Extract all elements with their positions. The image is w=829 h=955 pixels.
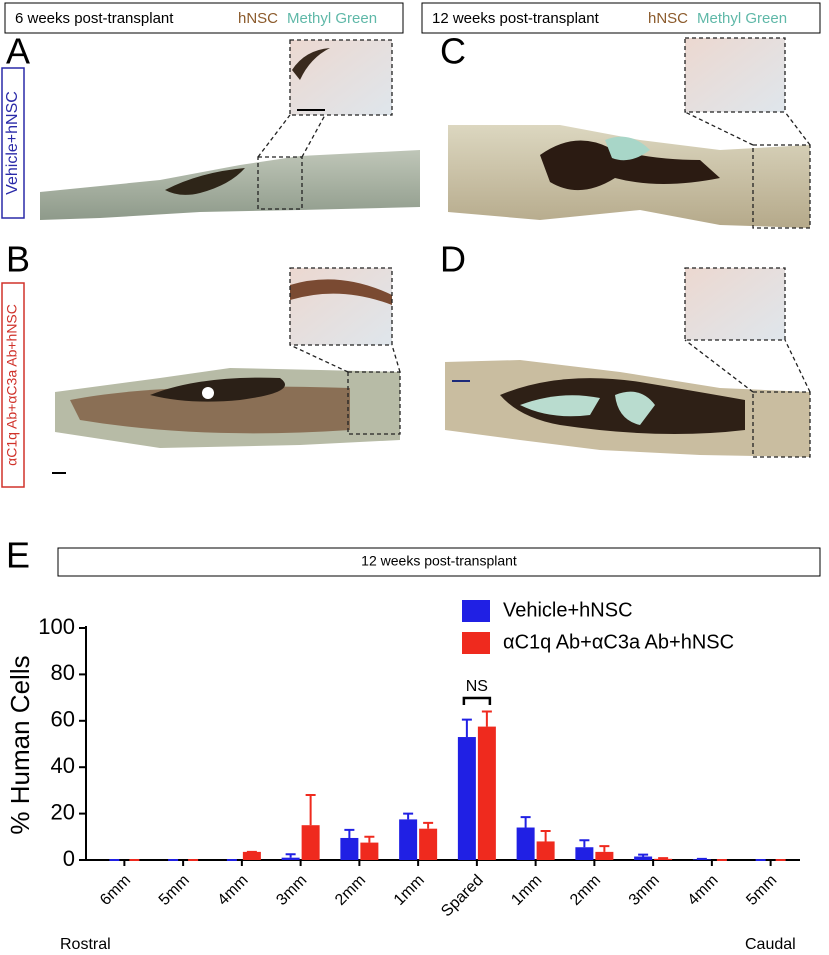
- bar: [419, 828, 438, 860]
- y-tick-label: 80: [51, 660, 75, 685]
- x-tick-label: 6mm: [97, 872, 134, 909]
- error-bar: [305, 794, 316, 826]
- x-tick-label: Spared: [438, 872, 487, 921]
- panel-letter: A: [6, 31, 30, 72]
- error-bar: [540, 830, 551, 842]
- bar: [360, 842, 379, 860]
- bar: [516, 827, 535, 860]
- legend-swatch: [462, 600, 490, 622]
- bar: [654, 858, 673, 860]
- header-box: [4, 2, 404, 34]
- y-axis-label: % Human Cells: [5, 655, 35, 834]
- annotation: NS: [466, 678, 488, 695]
- bar: [242, 851, 261, 860]
- stain-label: hNSC: [648, 10, 688, 27]
- header-text: 12 weeks post-transplant: [432, 10, 600, 27]
- error-bar: [599, 845, 610, 852]
- error-bar: [658, 857, 669, 860]
- header-text: 6 weeks post-transplant: [15, 10, 174, 27]
- bar: [281, 857, 300, 860]
- header-box: [421, 2, 821, 34]
- chart-title: 12 weeks post-transplant: [361, 553, 517, 569]
- x-tick-label: 5mm: [743, 872, 780, 909]
- x-tick-label: 2mm: [567, 872, 604, 909]
- y-tick-label: 100: [38, 614, 75, 639]
- error-bar: [461, 718, 472, 738]
- bar: [340, 837, 359, 860]
- stain-label: hNSC: [238, 10, 278, 27]
- chart-title-box: [57, 547, 821, 577]
- error-bar: [403, 812, 414, 820]
- bar: [399, 819, 418, 860]
- row-label-box: [1, 67, 25, 219]
- row-label-box: [1, 282, 25, 488]
- row-label: Vehicle+hNSC: [4, 91, 21, 195]
- error-bar: [344, 828, 355, 838]
- micrograph: [445, 267, 811, 458]
- micrograph: [52, 267, 401, 474]
- panel-letter: D: [440, 239, 466, 280]
- legend-swatch: [462, 632, 490, 654]
- y-tick-label: 20: [51, 799, 75, 824]
- bar: [595, 851, 614, 860]
- panel-letter: E: [6, 535, 30, 576]
- x-tick-label: 1mm: [391, 872, 428, 909]
- x-tick-label: 4mm: [685, 872, 722, 909]
- bar: [536, 841, 555, 860]
- x-tick-label: 2mm: [332, 872, 369, 909]
- bar: [575, 847, 594, 860]
- panel-letter: C: [440, 31, 466, 72]
- x-end-label: Caudal: [745, 936, 796, 953]
- y-tick-label: 0: [63, 846, 75, 871]
- significance-bracket: [462, 696, 492, 705]
- error-bar: [579, 839, 590, 848]
- x-tick-label: 3mm: [626, 872, 663, 909]
- error-bar: [520, 816, 531, 828]
- stain-label: Methyl Green: [697, 10, 787, 27]
- x-tick-label: 4mm: [215, 872, 252, 909]
- x-tick-label: 1mm: [508, 872, 545, 909]
- legend-label: αC1q Ab+αC3a Ab+hNSC: [503, 631, 734, 653]
- legend-label: Vehicle+hNSC: [503, 599, 633, 621]
- micrograph: [40, 39, 420, 220]
- x-tick-label: 5mm: [156, 872, 193, 909]
- y-tick-label: 60: [51, 707, 75, 732]
- bar: [457, 737, 476, 860]
- x-tick-label: 3mm: [273, 872, 310, 909]
- x-end-label: Rostral: [60, 936, 111, 953]
- error-bar: [285, 853, 296, 858]
- bar: [477, 726, 496, 860]
- bar: [634, 856, 653, 860]
- bar: [301, 825, 320, 860]
- error-bar: [638, 853, 649, 857]
- error-bar: [481, 710, 492, 727]
- stain-label: Methyl Green: [287, 10, 377, 27]
- panel-letter: B: [6, 239, 30, 280]
- micrograph: [448, 37, 811, 229]
- error-bar: [364, 835, 375, 843]
- error-bar: [423, 821, 434, 829]
- row-label: αC1q Ab+αC3a Ab+hNSC: [4, 304, 20, 466]
- y-tick-label: 40: [51, 753, 75, 778]
